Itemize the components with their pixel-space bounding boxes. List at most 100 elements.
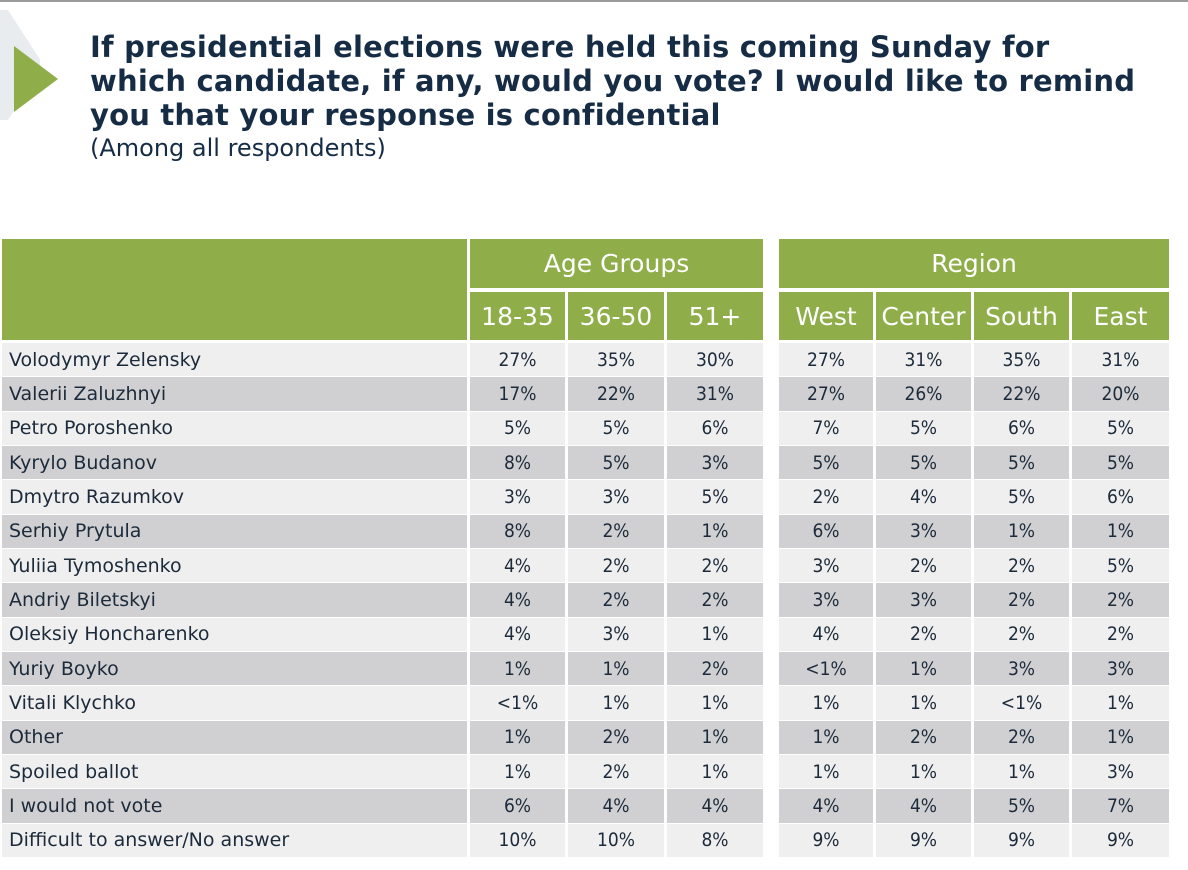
data-cell: 2% <box>876 548 971 583</box>
data-cell: 3% <box>876 514 971 548</box>
column-header: 18-35 <box>470 292 565 340</box>
data-cell: 3% <box>1072 754 1169 789</box>
row-label: Petro Poroshenko <box>2 411 467 445</box>
data-cell: 27% <box>779 343 873 377</box>
row-label: Serhiy Prytula <box>2 514 467 548</box>
data-cell: 1% <box>1072 720 1169 754</box>
green-arrow-icon <box>14 46 58 112</box>
data-cell: 5% <box>876 445 971 480</box>
data-cell: 4% <box>470 583 565 617</box>
data-cell: 2% <box>974 720 1069 754</box>
data-cell: 9% <box>779 823 873 857</box>
data-cell: 1% <box>876 686 971 720</box>
data-cell: 2% <box>667 548 763 583</box>
column-header: 36-50 <box>568 292 664 340</box>
data-cell: 3% <box>876 583 971 617</box>
data-cell: 4% <box>568 789 664 823</box>
row-label: Kyrylo Budanov <box>2 445 467 480</box>
data-cell: 4% <box>779 617 873 651</box>
data-cell: 5% <box>568 411 664 445</box>
group-header-age-groups: Age Groups <box>470 239 763 288</box>
column-header: Center <box>876 292 971 340</box>
data-cell: 1% <box>667 754 763 789</box>
data-cell: 1% <box>779 686 873 720</box>
row-label: Spoiled ballot <box>2 754 467 789</box>
data-cell: 4% <box>667 789 763 823</box>
data-cell: 1% <box>667 686 763 720</box>
data-cell: 1% <box>667 514 763 548</box>
top-divider <box>0 0 1188 2</box>
data-cell: 1% <box>779 754 873 789</box>
data-cell: 10% <box>568 823 664 857</box>
column-header: East <box>1072 292 1169 340</box>
data-cell: 3% <box>779 548 873 583</box>
data-cell: 1% <box>779 720 873 754</box>
data-cell: <1% <box>974 686 1069 720</box>
data-cell: 2% <box>974 583 1069 617</box>
data-cell: 2% <box>876 720 971 754</box>
data-cell: 2% <box>568 754 664 789</box>
data-cell: 2% <box>779 480 873 514</box>
data-cell: 2% <box>568 720 664 754</box>
data-cell: 2% <box>1072 617 1169 651</box>
data-cell: 6% <box>779 514 873 548</box>
data-cell: 6% <box>667 411 763 445</box>
row-label: Oleksiy Honcharenko <box>2 617 467 651</box>
data-cell: 22% <box>974 377 1069 411</box>
data-cell: 3% <box>568 617 664 651</box>
data-cell: 1% <box>876 754 971 789</box>
data-cell: 4% <box>470 548 565 583</box>
data-cell: 1% <box>1072 514 1169 548</box>
column-header: 51+ <box>667 292 763 340</box>
row-label: Volodymyr Zelensky <box>2 343 467 377</box>
data-cell: 5% <box>1072 548 1169 583</box>
data-cell: 26% <box>876 377 971 411</box>
data-cell: 1% <box>876 651 971 686</box>
data-cell: 1% <box>1072 686 1169 720</box>
data-cell: 8% <box>667 823 763 857</box>
data-cell: 5% <box>974 445 1069 480</box>
data-cell: 2% <box>568 514 664 548</box>
data-cell: 3% <box>470 480 565 514</box>
data-cell: 5% <box>779 445 873 480</box>
chart-subtitle: (Among all respondents) <box>90 134 386 162</box>
data-cell: 4% <box>876 789 971 823</box>
row-label: Dmytro Razumkov <box>2 480 467 514</box>
data-cell: 2% <box>1072 583 1169 617</box>
data-cell: 2% <box>876 617 971 651</box>
data-cell: 31% <box>1072 343 1169 377</box>
data-cell: <1% <box>779 651 873 686</box>
group-header-region: Region <box>779 239 1169 288</box>
data-cell: 1% <box>974 754 1069 789</box>
data-cell: 5% <box>974 480 1069 514</box>
data-cell: 8% <box>470 514 565 548</box>
data-cell: 1% <box>470 651 565 686</box>
data-cell: 7% <box>779 411 873 445</box>
data-cell: 5% <box>568 445 664 480</box>
row-label: Yuriy Boyko <box>2 651 467 686</box>
data-cell: 9% <box>974 823 1069 857</box>
data-cell: 1% <box>667 720 763 754</box>
data-cell: 4% <box>876 480 971 514</box>
data-cell: 6% <box>974 411 1069 445</box>
row-label: Yuliia Tymoshenko <box>2 548 467 583</box>
data-cell: 4% <box>470 617 565 651</box>
row-label: Valerii Zaluzhnyi <box>2 377 467 411</box>
data-cell: 5% <box>974 789 1069 823</box>
row-label: Andriy Biletskyi <box>2 583 467 617</box>
data-cell: 7% <box>1072 789 1169 823</box>
data-cell: 3% <box>974 651 1069 686</box>
data-cell: 27% <box>779 377 873 411</box>
data-cell: 2% <box>568 548 664 583</box>
data-cell: 30% <box>667 343 763 377</box>
data-cell: 5% <box>470 411 565 445</box>
row-label: Vitali Klychko <box>2 686 467 720</box>
data-cell: 1% <box>568 651 664 686</box>
data-cell: 1% <box>974 514 1069 548</box>
data-cell: 2% <box>667 583 763 617</box>
data-cell: 5% <box>667 480 763 514</box>
data-cell: <1% <box>470 686 565 720</box>
data-cell: 20% <box>1072 377 1169 411</box>
data-cell: 8% <box>470 445 565 480</box>
data-cell: 1% <box>470 754 565 789</box>
